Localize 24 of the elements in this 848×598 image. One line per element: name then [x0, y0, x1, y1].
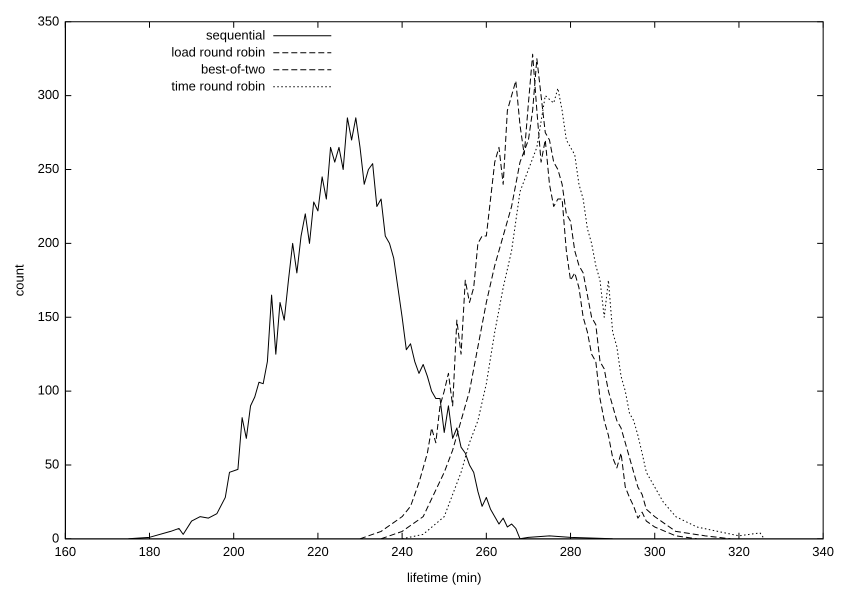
y-tick-label: 200: [38, 234, 60, 250]
y-tick-label: 350: [38, 13, 60, 28]
y-tick-label: 300: [38, 87, 60, 102]
legend-label: sequential: [206, 27, 266, 42]
x-tick-label: 180: [138, 544, 160, 560]
y-axis-title: count: [11, 264, 26, 296]
y-tick-label: 0: [52, 530, 60, 546]
y-tick-label: 150: [38, 308, 60, 324]
x-axis-title: lifetime (min): [407, 570, 482, 585]
x-tick-label: 220: [307, 544, 329, 560]
legend-label: best-of-two: [200, 61, 266, 76]
x-tick-label: 200: [222, 544, 245, 560]
y-tick-label: 250: [38, 161, 60, 176]
x-tick-label: 260: [475, 544, 498, 560]
x-tick-label: 340: [812, 544, 834, 560]
legend-label: load round robin: [171, 44, 266, 60]
x-tick-label: 320: [728, 544, 750, 560]
y-tick-label: 50: [44, 456, 60, 472]
x-tick-label: 160: [54, 544, 76, 560]
legend-label: time round robin: [171, 78, 266, 94]
x-tick-label: 300: [644, 544, 666, 560]
x-tick-label: 240: [391, 544, 413, 560]
y-tick-label: 100: [38, 382, 60, 398]
x-tick-label: 280: [560, 544, 582, 560]
